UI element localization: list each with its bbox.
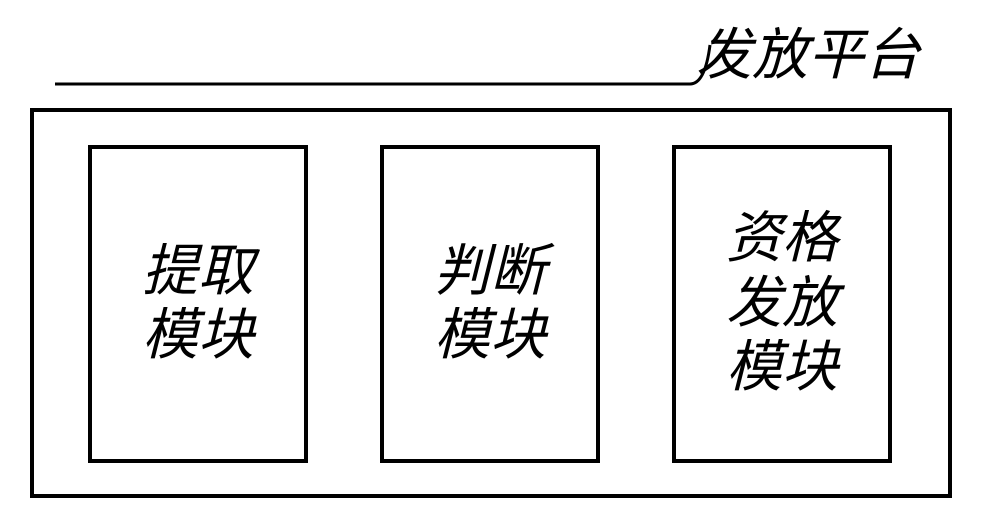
qualification-module-label: 资格 发放 模块 xyxy=(726,207,838,400)
qualification-module-box: 资格 发放 模块 xyxy=(672,145,892,463)
diagram-title: 发放平台 xyxy=(696,10,920,91)
leader-path xyxy=(55,45,710,84)
judge-module-label: 判断 模块 xyxy=(434,240,546,369)
extract-module-label: 提取 模块 xyxy=(142,240,254,369)
extract-module-box: 提取 模块 xyxy=(88,145,308,463)
extract-module-line2: 模块 xyxy=(142,305,254,367)
judge-module-box: 判断 模块 xyxy=(380,145,600,463)
qualification-module-line1: 资格 xyxy=(726,208,838,270)
qualification-module-line3: 模块 xyxy=(726,337,838,399)
judge-module-line2: 模块 xyxy=(434,305,546,367)
judge-module-line1: 判断 xyxy=(434,241,546,303)
qualification-module-line2: 发放 xyxy=(726,273,838,335)
extract-module-line1: 提取 xyxy=(142,241,254,303)
